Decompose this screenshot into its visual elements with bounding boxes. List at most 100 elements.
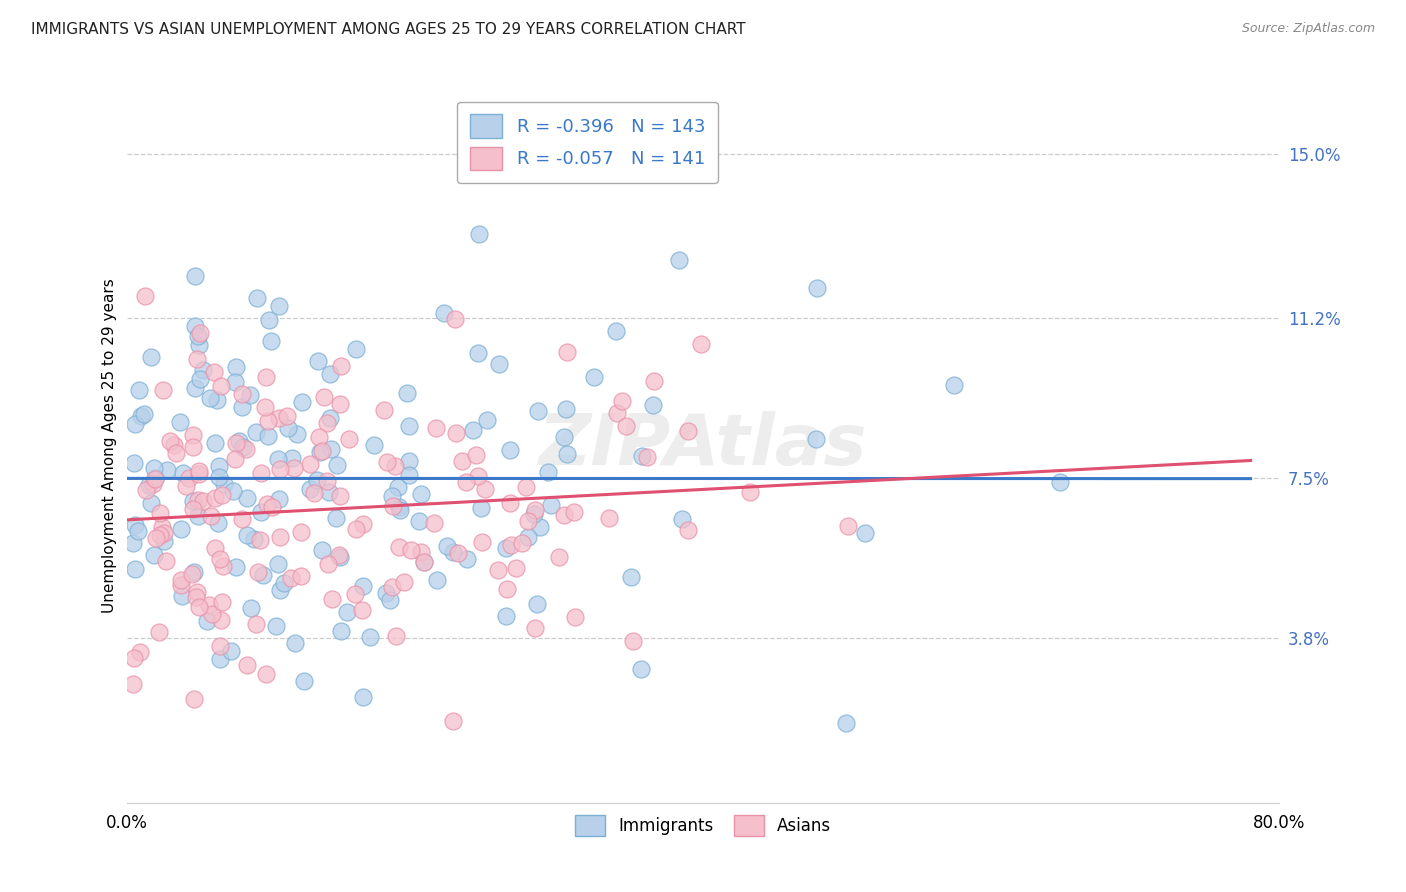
Point [269,411,291,425]
Point [195,614,218,628]
Point [330,359,353,373]
Point [298,482,321,496]
Point [134,289,156,303]
Point [200,509,222,524]
Point [614,418,637,433]
Point [382,499,405,513]
Point [124,518,146,533]
Point [121,536,143,550]
Text: Source: ZipAtlas.com: Source: ZipAtlas.com [1241,22,1375,36]
Point [553,508,575,522]
Point [553,430,575,444]
Point [222,483,245,498]
Point [474,482,496,496]
Point [231,386,253,401]
Point [280,450,302,465]
Point [169,415,191,429]
Point [411,487,433,501]
Point [150,520,173,534]
Point [172,589,194,603]
Point [456,552,478,566]
Point [204,491,226,505]
Point [467,346,489,360]
Point [363,438,385,452]
Point [526,404,548,418]
Point [208,469,231,483]
Point [606,406,628,420]
Point [388,500,411,514]
Point [122,677,145,691]
Point [319,410,342,425]
Point [183,691,205,706]
Point [267,452,290,467]
Point [170,522,193,536]
Point [257,313,280,327]
Point [163,438,186,452]
Point [373,403,395,417]
Point [408,514,430,528]
Point [239,600,262,615]
Point [186,584,208,599]
Point [515,480,537,494]
Point [172,467,194,481]
Point [252,567,274,582]
Point [329,549,352,564]
Point [124,456,146,470]
Point [250,505,273,519]
Point [187,492,209,507]
Point [127,524,149,538]
Point [1049,475,1071,489]
Point [328,548,350,562]
Point [188,467,211,482]
Point [555,447,578,461]
Point [352,690,374,705]
Point [208,652,231,666]
Point [447,546,470,560]
Point [142,477,165,491]
Point [311,444,333,458]
Point [198,391,221,405]
Point [264,618,287,632]
Text: ZIPAtlas: ZIPAtlas [538,411,868,481]
Point [465,448,488,462]
Point [446,425,468,440]
Point [276,409,298,423]
Point [529,520,551,534]
Point [231,400,253,414]
Point [156,463,179,477]
Point [225,559,247,574]
Point [804,433,827,447]
Point [496,582,519,597]
Point [204,541,226,556]
Point [184,318,207,333]
Point [335,605,357,619]
Point [352,517,374,532]
Point [211,488,233,502]
Point [269,582,291,597]
Point [149,528,172,542]
Point [212,559,235,574]
Point [253,400,276,414]
Point [499,443,522,458]
Point [187,329,209,343]
Point [208,459,231,474]
Point [124,562,146,576]
Point [193,363,215,377]
Point [636,450,658,464]
Point [193,494,215,508]
Point [512,536,534,550]
Point [307,353,329,368]
Point [806,281,828,295]
Point [676,524,699,538]
Point [207,516,229,531]
Point [184,268,207,283]
Point [212,476,235,491]
Point [676,424,699,438]
Point [181,428,204,442]
Point [329,397,352,411]
Point [267,557,290,571]
Point [184,381,207,395]
Point [562,505,585,519]
Point [411,544,433,558]
Point [425,574,447,588]
